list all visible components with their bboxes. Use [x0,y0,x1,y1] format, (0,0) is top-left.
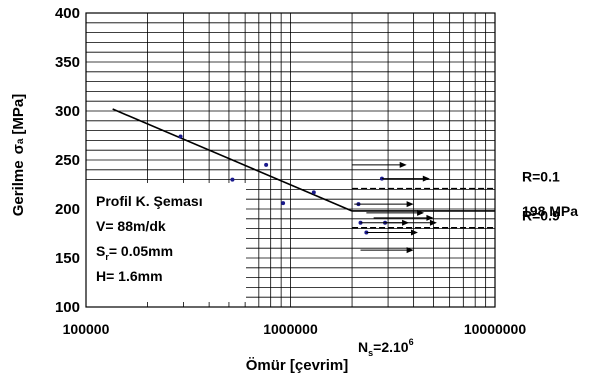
fit-line-group [112,108,353,212]
legend-line-1: Profil K. Şeması [96,193,203,209]
runout-arrow-head [417,209,425,216]
legend-line-3: Sr= 0.05mm [96,243,173,262]
reference-line-label: 198 MPa [522,203,578,219]
y-tick-label: 100 [55,299,80,316]
y-tick-label: 300 [55,103,80,120]
data-point [311,190,316,195]
runout-arrow-head [406,247,414,254]
y-tick-label: 350 [55,54,80,71]
x-tick-label: 1000000 [263,321,318,337]
y-tick-label: 200 [55,201,80,218]
reference-line-label: R=0.9 [522,208,560,224]
runout-arrow-head [426,214,434,221]
data-point [178,134,183,139]
data-point [230,177,235,182]
y-axis-label: Gerilmeσa[MPa] [10,94,27,217]
runout-arrows [352,161,437,254]
y-tick-label: 150 [55,250,80,267]
ns-label: Ns=2.106 [358,337,414,358]
legend-line-4: H= 1.6mm [96,268,163,284]
data-point [264,162,269,167]
fit-line [112,108,353,212]
plot-frame [85,12,496,308]
runout-arrow-head [429,219,437,226]
data-point [281,201,286,206]
runout-arrow-head [406,201,414,208]
x-tick-label: 10000000 [464,321,527,337]
runout-arrow-head [399,161,407,168]
reference-line-label: R=0.1 [522,168,560,184]
runout-arrow-head [410,229,418,236]
y-tick-label: 250 [55,152,80,169]
runout-arrow-head [422,175,430,182]
legend-box: Profil K. Şeması V= 88m/dk Sr= 0.05mm H=… [86,183,246,302]
legend-line-2: V= 88m/dk [96,218,166,234]
y-tick-label: 400 [55,5,80,22]
legend-background [86,183,246,302]
x-axis-label: Ömür [çevrim] [246,357,349,374]
tick-labels: 100 150 200 250 300 350 400 100000 1000000 100000… [55,5,526,337]
x-tick-label: 100000 [63,321,110,337]
